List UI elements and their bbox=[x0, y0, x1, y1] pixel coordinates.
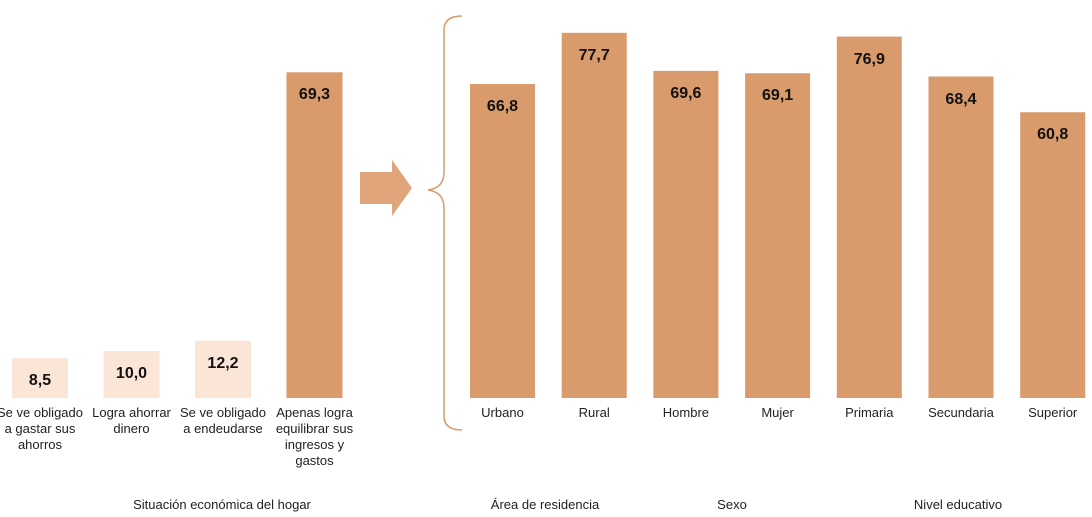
bar bbox=[836, 36, 902, 398]
category-label: Mujer bbox=[761, 405, 794, 420]
value-label: 8,5 bbox=[28, 372, 52, 390]
value-label: 77,7 bbox=[578, 46, 610, 64]
bar bbox=[470, 84, 535, 398]
category-label: Se ve obligado a gastar sus ahorros bbox=[0, 405, 83, 452]
category-label: Hombre bbox=[662, 405, 710, 420]
value-label: 69,1 bbox=[762, 87, 794, 105]
value-label: 76,9 bbox=[853, 50, 885, 68]
category-label: Urbano bbox=[481, 405, 524, 420]
category-label: Primaria bbox=[845, 405, 894, 420]
category-label: Apenas logra equilibrar sus ingresos y g… bbox=[275, 405, 354, 468]
group-label: Sexo bbox=[717, 497, 747, 512]
bar bbox=[195, 340, 251, 398]
bar bbox=[103, 351, 160, 398]
bar bbox=[1020, 112, 1086, 399]
category-label: Rural bbox=[578, 405, 610, 420]
category-label: Se ve obligado a endeudarse bbox=[179, 405, 266, 436]
value-label: 66,8 bbox=[486, 98, 519, 116]
bar bbox=[653, 70, 719, 398]
category-label: Logra ahorrar dinero bbox=[92, 405, 171, 436]
group-label: Situación económica del hogar bbox=[133, 497, 311, 512]
group-label: Área de residencia bbox=[490, 497, 600, 512]
bar bbox=[561, 32, 627, 399]
brace bbox=[427, 15, 463, 431]
bar bbox=[12, 358, 68, 398]
value-label: 68,4 bbox=[945, 90, 977, 108]
bar bbox=[928, 76, 994, 399]
value-label: 10,0 bbox=[115, 365, 148, 382]
category-label: Secundaria bbox=[928, 405, 994, 420]
value-label: 69,6 bbox=[670, 84, 702, 102]
bar bbox=[745, 73, 811, 398]
arrow bbox=[360, 160, 412, 216]
value-label: 69,3 bbox=[298, 86, 331, 104]
value-label: 60,8 bbox=[1037, 126, 1069, 144]
category-label: Superior bbox=[1028, 405, 1078, 420]
group-label: Nivel educativo bbox=[913, 497, 1003, 512]
value-label: 12,2 bbox=[207, 354, 239, 372]
bar bbox=[286, 72, 343, 398]
